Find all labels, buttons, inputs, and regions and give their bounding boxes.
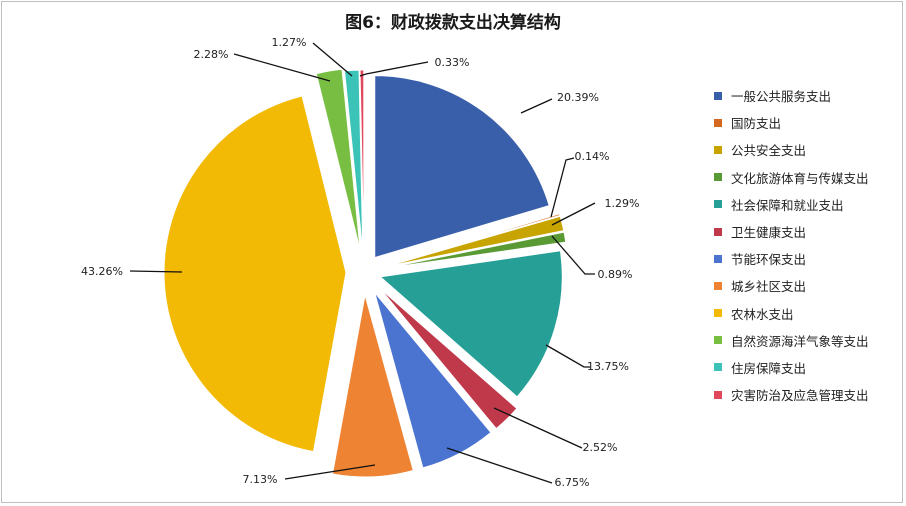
leader-line-8 (284, 464, 376, 480)
legend-item: 住房保障支出 (714, 354, 869, 381)
legend-swatch (714, 145, 722, 154)
leader-line-5 (545, 344, 590, 368)
data-label-7: 6.75% (555, 476, 590, 489)
leader-line-12 (359, 61, 429, 77)
data-label-2: 0.14% (575, 150, 610, 163)
pie-slice-8 (331, 294, 414, 478)
legend-item: 节能环保支出 (714, 245, 869, 272)
data-label-1: 20.39% (557, 91, 599, 104)
pie-slice-10 (315, 68, 361, 251)
legend-label: 节能环保支出 (731, 252, 807, 268)
pie-slice-3 (385, 215, 565, 268)
pie-slice-4 (385, 231, 567, 269)
leader-line-6 (493, 407, 583, 449)
pie-slice-12 (359, 69, 365, 253)
legend-swatch (714, 281, 722, 290)
data-label-3: 1.29% (605, 197, 640, 210)
leader-line-1 (520, 98, 553, 114)
legend-swatch (714, 390, 722, 399)
legend-item: 社会保障和就业支出 (714, 191, 869, 218)
legend-item: 国防支出 (714, 109, 869, 136)
legend-swatch (714, 363, 722, 372)
leader-line-7 (446, 447, 553, 484)
pie-slice-5 (379, 250, 563, 398)
pie-slice-9 (163, 95, 347, 453)
data-label-12: 0.33% (435, 56, 470, 69)
data-label-6: 2.52% (583, 441, 618, 454)
legend-label: 卫生健康支出 (731, 225, 807, 241)
legend-label: 国防支出 (731, 116, 782, 132)
legend-label: 自然资源海洋气象等支出 (731, 333, 869, 349)
legend-swatch (714, 173, 722, 182)
data-label-10: 2.28% (194, 48, 229, 61)
leader-line-11 (312, 42, 353, 77)
leader-line-9 (129, 270, 183, 273)
legend-swatch (714, 254, 722, 263)
data-label-4: 0.89% (598, 268, 633, 281)
legend-label: 一般公共服务支出 (731, 89, 832, 105)
legend-item: 一般公共服务支出 (714, 82, 869, 109)
pie-slice-1 (374, 75, 550, 259)
legend-item: 公共安全支出 (714, 136, 869, 163)
legend-swatch (714, 200, 722, 209)
legend-item: 卫生健康支出 (714, 218, 869, 245)
chart-legend: 一般公共服务支出 国防支出公共安全支出文化旅游体育与传媒支出 社会保障和就业支出 卫生… (714, 82, 869, 408)
pie-slice-7 (374, 292, 492, 469)
legend-label: 城乡社区支出 (731, 279, 807, 295)
leader-line-10 (233, 53, 331, 82)
leader-line-4 (551, 235, 595, 275)
data-label-11: 1.27% (272, 36, 307, 49)
legend-item: 文化旅游体育与传媒支出 (714, 164, 869, 191)
legend-label: 公共安全支出 (731, 143, 807, 159)
legend-label: 文化旅游体育与传媒支出 (731, 170, 869, 186)
legend-item: 灾害防治及应急管理支出 (714, 381, 869, 408)
legend-swatch (714, 118, 722, 127)
pie-slice-6 (379, 288, 518, 430)
legend-label: 住房保障支出 (731, 360, 807, 376)
data-label-8: 7.13% (243, 473, 278, 486)
legend-item: 自然资源海洋气象等支出 (714, 327, 869, 354)
legend-swatch (714, 227, 722, 236)
legend-item: 农林水支出 (714, 300, 869, 327)
leader-line-2 (550, 157, 575, 218)
pie-slice-11 (343, 69, 364, 253)
legend-swatch (714, 91, 722, 100)
legend-item: 城乡社区支出 (714, 272, 869, 299)
chart-title: 图6：财政拨款支出决算结构 (345, 13, 561, 33)
data-label-5: 13.75% (587, 360, 629, 373)
leader-line-3 (551, 202, 596, 226)
legend-label: 社会保障和就业支出 (731, 197, 844, 213)
legend-label: 农林水支出 (731, 306, 794, 322)
legend-swatch (714, 336, 722, 345)
legend-swatch (714, 309, 722, 318)
pie-slice-2 (384, 213, 561, 267)
legend-label: 灾害防治及应急管理支出 (731, 388, 869, 404)
data-label-9: 43.26% (81, 265, 123, 278)
